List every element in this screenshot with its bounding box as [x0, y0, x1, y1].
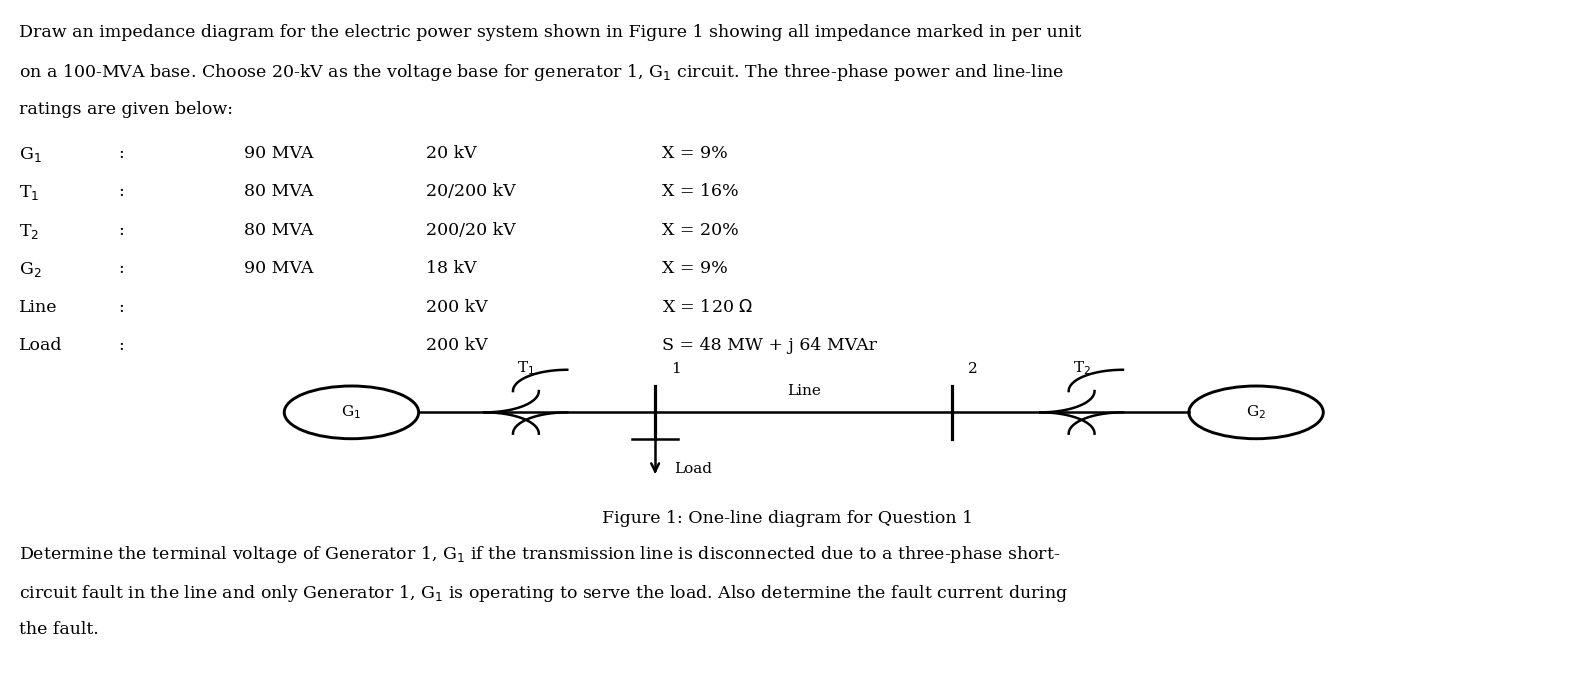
Text: X = 120 $\Omega$: X = 120 $\Omega$	[662, 299, 753, 316]
Text: 200 kV: 200 kV	[426, 299, 487, 316]
Text: 2: 2	[968, 362, 977, 376]
Text: :: :	[118, 260, 125, 277]
Text: 80 MVA: 80 MVA	[244, 222, 314, 239]
Text: Line: Line	[19, 299, 57, 316]
Text: X = 20%: X = 20%	[662, 222, 739, 239]
Text: 80 MVA: 80 MVA	[244, 183, 314, 200]
Text: circuit fault in the line and only Generator 1, G$_1$ is operating to serve the : circuit fault in the line and only Gener…	[19, 583, 1069, 604]
Text: G$_1$: G$_1$	[19, 145, 41, 164]
Text: :: :	[118, 337, 125, 354]
Text: T$_2$: T$_2$	[1073, 359, 1091, 377]
Text: Line: Line	[786, 384, 821, 398]
Text: G$_2$: G$_2$	[19, 260, 41, 279]
Text: 200 kV: 200 kV	[426, 337, 487, 354]
Text: 18 kV: 18 kV	[426, 260, 476, 277]
Text: G$_1$: G$_1$	[342, 404, 361, 421]
Text: T$_1$: T$_1$	[19, 183, 39, 202]
Text: T$_2$: T$_2$	[19, 222, 39, 241]
Text: the fault.: the fault.	[19, 621, 99, 638]
Text: on a 100-MVA base. Choose 20-kV as the voltage base for generator 1, G$_1$ circu: on a 100-MVA base. Choose 20-kV as the v…	[19, 62, 1064, 83]
Text: Figure 1: One-line diagram for Question 1: Figure 1: One-line diagram for Question …	[602, 510, 974, 527]
Text: X = 9%: X = 9%	[662, 260, 728, 277]
Text: :: :	[118, 222, 125, 239]
Text: Load: Load	[19, 337, 63, 354]
Text: S = 48 MW + j 64 MVAr: S = 48 MW + j 64 MVAr	[662, 337, 876, 354]
Text: 90 MVA: 90 MVA	[244, 260, 314, 277]
Text: T$_1$: T$_1$	[517, 359, 534, 377]
Text: Determine the terminal voltage of Generator 1, G$_1$ if the transmission line is: Determine the terminal voltage of Genera…	[19, 544, 1061, 565]
Text: X = 16%: X = 16%	[662, 183, 739, 200]
Text: 90 MVA: 90 MVA	[244, 145, 314, 162]
Text: Draw an impedance diagram for the electric power system shown in Figure 1 showin: Draw an impedance diagram for the electr…	[19, 24, 1081, 41]
Text: Load: Load	[675, 462, 712, 476]
Text: 20 kV: 20 kV	[426, 145, 476, 162]
Text: ratings are given below:: ratings are given below:	[19, 101, 233, 118]
Text: :: :	[118, 299, 125, 316]
Text: :: :	[118, 145, 125, 162]
Text: G$_2$: G$_2$	[1247, 404, 1266, 421]
Text: X = 9%: X = 9%	[662, 145, 728, 162]
Text: 1: 1	[671, 362, 681, 376]
Text: 200/20 kV: 200/20 kV	[426, 222, 515, 239]
Text: :: :	[118, 183, 125, 200]
Text: 20/200 kV: 20/200 kV	[426, 183, 515, 200]
